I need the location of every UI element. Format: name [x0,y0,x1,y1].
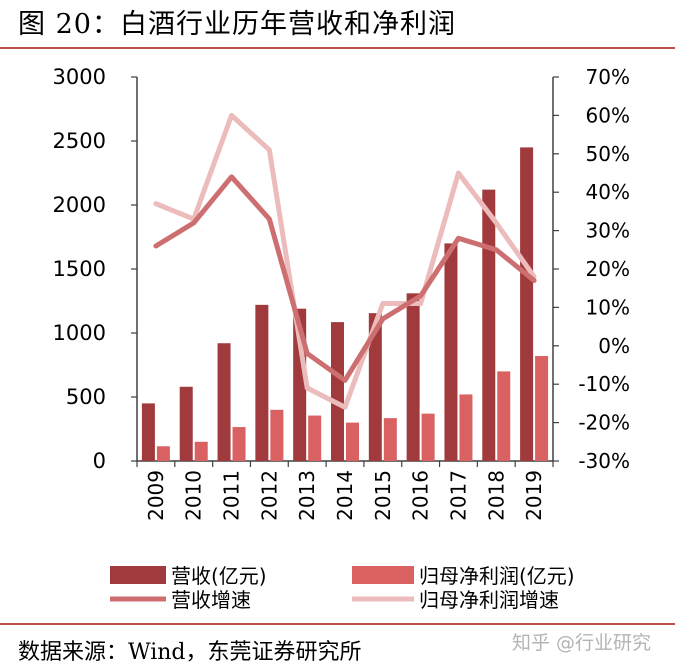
profit-bar [156,446,170,461]
revenue-bar [179,386,193,461]
revenue-bar [141,403,155,461]
profit-bar [497,371,511,461]
right-tick-label: 50% [586,142,630,166]
right-tick-label: 20% [586,257,630,281]
revenue-bar [406,293,420,461]
x-tick-label: 2016 [409,470,433,521]
right-tick-label: -20% [578,411,630,435]
legend-label: 营收增速 [171,588,251,612]
profit-bar [346,422,359,461]
x-tick-label: 2009 [144,470,168,521]
left-tick-label: 0 [93,449,106,473]
legend-swatch [352,566,414,584]
right-tick-label: 0% [598,334,630,358]
legend-swatch [110,566,166,584]
bottom-rule [0,623,675,625]
left-tick-label: 1000 [53,321,106,345]
x-tick-label: 2017 [446,470,470,521]
x-tick-label: 2010 [182,470,206,521]
x-tick-label: 2012 [257,470,281,521]
revenue-bar [444,243,458,461]
legend-label: 归母净利润(亿元) [419,564,575,588]
figure-title: 图 20：白酒行业历年营收和净利润 [18,9,456,40]
right-tick-label: 70% [586,65,630,89]
profit-bar [421,413,435,461]
x-tick-label: 2011 [220,470,244,521]
profit-bar [194,441,208,461]
profit-bar [535,356,549,461]
profit-bar [232,427,246,461]
x-tick-label: 2013 [295,470,319,521]
profit-bar [308,415,322,461]
left-tick-label: 3000 [53,65,106,89]
left-tick-label: 1500 [53,257,106,281]
legend-label: 营收(亿元) [171,564,267,588]
right-tick-label: -30% [578,449,630,473]
left-tick-label: 2500 [53,129,106,153]
profit-bar [459,394,473,461]
x-tick-label: 2019 [522,470,546,521]
x-tick-label: 2015 [371,470,395,521]
x-tick-label: 2014 [333,470,357,521]
source-note: 数据来源：Wind，东莞证券研究所 [18,640,362,665]
revenue-bar [255,304,269,461]
right-tick-label: 60% [586,103,630,127]
profit-bar [383,418,397,461]
x-tick-label: 2018 [484,470,508,521]
revenue-growth-line [153,174,537,383]
right-tick-label: -10% [578,372,630,396]
legend-label: 归母净利润增速 [419,588,559,612]
watermark: 知乎 @行业研究 [512,632,652,654]
profit-bar [270,409,284,461]
left-tick-label: 500 [66,385,106,409]
revenue-bar [520,147,534,461]
right-tick-label: 30% [586,219,630,243]
revenue-bar [217,343,231,461]
right-tick-label: 10% [586,295,630,319]
revenue-bar [482,189,496,461]
top-rule [0,47,675,49]
left-tick-label: 2000 [53,193,106,217]
revenue-bar [331,322,344,461]
profit-growth-line [153,112,537,410]
revenue-bar [368,313,382,461]
right-tick-label: 40% [586,180,630,204]
